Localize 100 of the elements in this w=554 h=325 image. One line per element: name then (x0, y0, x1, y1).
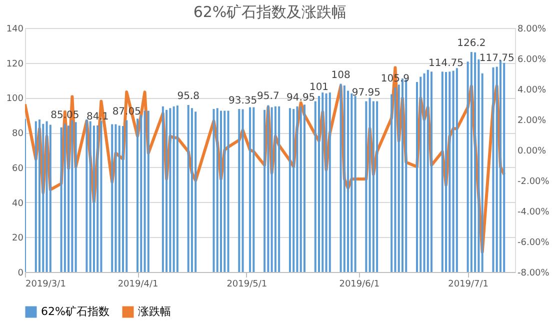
bar (224, 110, 226, 272)
bar (492, 67, 494, 272)
bar (140, 115, 142, 272)
y-tick-label: 100 (6, 94, 24, 104)
legend-label: 涨跌幅 (138, 305, 171, 318)
bar (42, 124, 44, 272)
bar (89, 121, 92, 272)
y2-tick-label: 2.00% (518, 116, 547, 126)
bar (470, 52, 472, 272)
bar (172, 106, 175, 272)
x-tick-label: 2019/5/1 (226, 280, 268, 290)
x-tick-label: 2019/4/1 (118, 280, 158, 290)
y-tick-label: 120 (6, 59, 24, 70)
y2-tick-label: 0.00% (518, 146, 547, 156)
bar (194, 112, 197, 272)
bar (227, 110, 230, 272)
bar (296, 106, 298, 272)
bar (278, 106, 280, 272)
y-tick-label: 60 (12, 164, 24, 174)
bar (499, 60, 502, 272)
bar (394, 87, 396, 272)
bar (162, 106, 164, 272)
bar (71, 120, 74, 272)
x-tick-label: 2019/7/1 (448, 280, 489, 290)
bar (190, 108, 193, 272)
bar (325, 93, 328, 272)
y2-tick-label: -4.00% (518, 208, 550, 218)
bar (426, 70, 429, 272)
bar (441, 72, 444, 272)
bar (343, 86, 346, 272)
bar (249, 107, 252, 272)
bar (252, 107, 255, 272)
bar (49, 124, 52, 272)
bar (114, 124, 117, 272)
y-tick-label: 140 (6, 24, 24, 34)
bar (328, 92, 331, 272)
data-label: 95.7 (257, 91, 280, 102)
bar (318, 96, 320, 272)
bar (292, 109, 295, 272)
bar (169, 108, 172, 272)
bar (365, 101, 368, 272)
y-tick-label: 80 (12, 129, 24, 140)
y-tick-label: 40 (12, 198, 24, 209)
bar (118, 126, 120, 272)
data-label: 95.8 (177, 91, 200, 102)
bar (238, 109, 240, 272)
bar (38, 120, 41, 272)
chart-title: 62%矿石指数及涨跌幅 (193, 3, 347, 21)
bar (445, 72, 448, 272)
bar (60, 127, 62, 272)
data-label: 101 (309, 82, 329, 93)
y2-tick-label: -2.00% (518, 177, 550, 187)
bar (64, 124, 66, 272)
y2-tick-label: 4.00% (518, 86, 547, 96)
bar (187, 105, 190, 272)
bar (86, 120, 88, 272)
bar (456, 68, 458, 272)
bar (423, 73, 426, 272)
bar (350, 93, 353, 272)
y-tick-label: 0 (18, 268, 24, 278)
bar (126, 120, 128, 272)
bar (372, 101, 374, 272)
bar (300, 106, 302, 272)
bar (74, 122, 77, 272)
data-label: 94.95 (286, 92, 316, 104)
bar (212, 109, 215, 272)
data-label: 97.95 (352, 87, 381, 98)
bar (242, 109, 244, 272)
x-tick-label: 2019/3/1 (26, 280, 66, 290)
y2-tick-label: -6.00% (518, 238, 550, 248)
bar (216, 108, 218, 272)
bar (220, 110, 222, 272)
bar (274, 106, 276, 272)
bar (136, 118, 139, 272)
y-tick-label: 20 (12, 234, 24, 244)
bar (368, 98, 371, 272)
bar (481, 73, 484, 272)
data-label: 114.75 (428, 58, 464, 70)
bar (420, 76, 422, 272)
bar (46, 121, 48, 272)
data-label: 108 (331, 70, 350, 81)
x-tick-label: 2019/6/1 (339, 280, 380, 290)
bar (270, 107, 273, 272)
bar (34, 121, 37, 272)
bar (303, 104, 306, 272)
bar (340, 84, 342, 272)
y2-tick-label: 6.00% (518, 55, 547, 65)
bar (267, 105, 270, 272)
legend-label: 62%矿石指数 (41, 305, 110, 318)
bar (100, 120, 102, 272)
y2-tick-label: 8.00% (518, 24, 547, 34)
bar (474, 52, 476, 272)
bar (354, 96, 356, 272)
bar (166, 110, 168, 272)
y2-tick-label: -8.00% (518, 268, 550, 278)
bar (144, 110, 146, 272)
bar (452, 70, 454, 272)
bar (430, 72, 433, 272)
bar (147, 110, 150, 272)
bar (448, 72, 451, 272)
